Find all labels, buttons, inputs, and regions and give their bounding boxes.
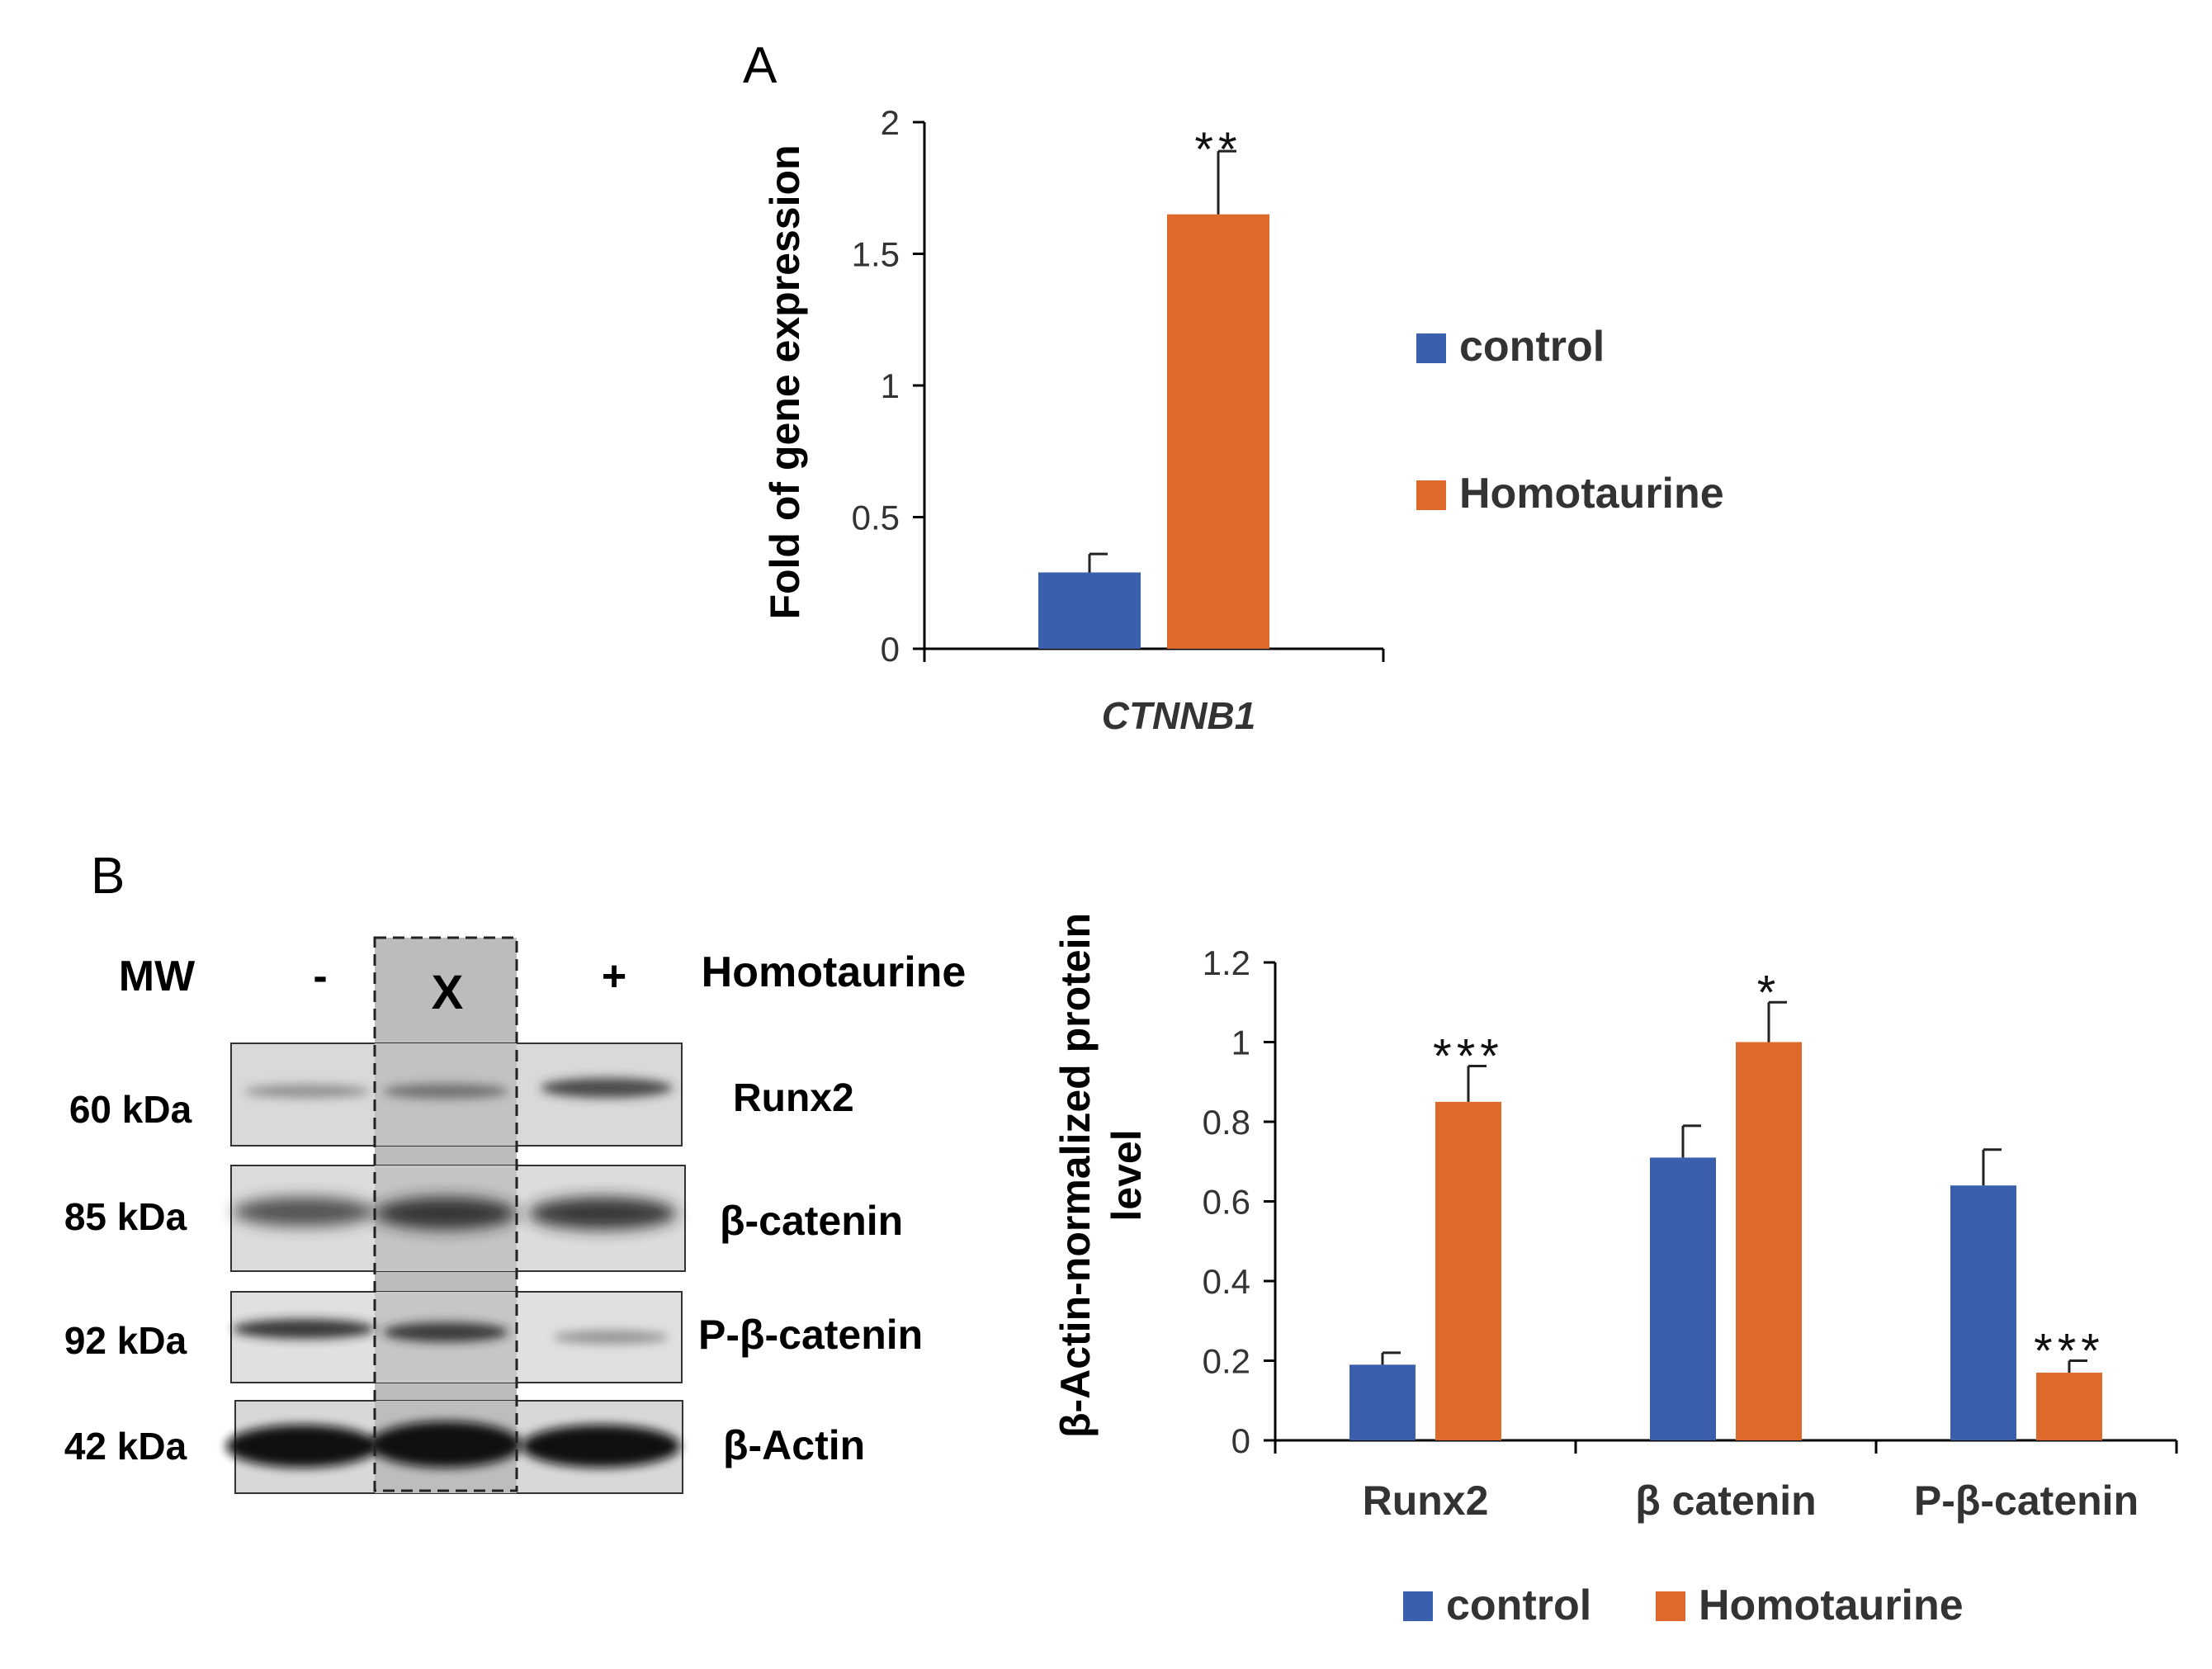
blot-band xyxy=(244,1085,370,1098)
blot-row-beta-actin: 42 kDa β-Actin xyxy=(64,1400,865,1494)
blot-header-treatment: Homotaurine xyxy=(702,948,967,996)
category-label: P-β-catenin xyxy=(1914,1478,2139,1524)
y-tick-label: 2 xyxy=(881,103,900,142)
y-tick-label: 1 xyxy=(881,366,900,405)
panel-b-label: B xyxy=(91,848,125,905)
blot-band xyxy=(541,1078,673,1098)
blot-protein-label: Runx2 xyxy=(733,1076,854,1120)
panel-a-bars xyxy=(1038,149,1269,649)
panel-a-chart: 0 0.5 1 1.5 2 ** Fold of gene expression CTN… xyxy=(762,103,1724,737)
panel-b-ylabel-line1: β-Actin-normalized protein xyxy=(1052,913,1099,1438)
panel-b-category-labels: Runx2 β catenin P-β-catenin xyxy=(1363,1478,2139,1524)
blot-band xyxy=(233,1197,375,1227)
y-tick-label: 1 xyxy=(1231,1024,1250,1062)
y-tick-label: 0 xyxy=(1231,1421,1250,1460)
bar-control-1 xyxy=(1650,1157,1716,1440)
blot-protein-label: β-catenin xyxy=(720,1198,903,1244)
significance-label: *** xyxy=(2034,1325,2105,1378)
y-tick-label: 0.8 xyxy=(1203,1103,1250,1142)
blot-protein-label: β-Actin xyxy=(723,1422,865,1468)
y-tick-label: 0.4 xyxy=(1203,1262,1250,1301)
bar-control-2 xyxy=(1950,1185,2016,1440)
western-blot: MW - X + Homotaurine 60 kDa Runx2 xyxy=(64,936,967,1494)
significance-label: ** xyxy=(1194,123,1241,177)
panel-b-ylabel: β-Actin-normalized protein level xyxy=(1052,913,1150,1438)
blot-weight-label: 92 kDa xyxy=(64,1319,187,1362)
blot-band xyxy=(383,1322,508,1342)
panel-a-label: A xyxy=(743,37,778,94)
y-tick-label: 0.2 xyxy=(1203,1342,1250,1381)
blot-band xyxy=(383,1084,508,1099)
panel-b-axes: 0 0.2 0.4 0.6 0.8 1 1.2 xyxy=(1203,943,2178,1460)
bar-homotaurine-1 xyxy=(1736,1042,1802,1440)
legend-a-homotaurine-swatch xyxy=(1416,480,1446,510)
bar-homotaurine-0 xyxy=(1167,214,1269,649)
blot-header-x: X xyxy=(432,966,464,1019)
blot-row-beta-catenin: 85 kDa β-catenin xyxy=(64,1165,903,1272)
legend-a-control-label: control xyxy=(1459,323,1605,371)
blot-band xyxy=(553,1331,669,1344)
bar-homotaurine-0 xyxy=(1435,1101,1501,1440)
y-tick-label: 0 xyxy=(881,630,900,669)
panel-a-labels: ** xyxy=(1194,123,1241,177)
bar-control-0 xyxy=(1349,1364,1416,1440)
blot-band xyxy=(226,1425,378,1468)
category-label: Runx2 xyxy=(1363,1478,1489,1524)
bar-control-0 xyxy=(1038,572,1141,649)
blot-row-p-beta-catenin: 92 kDa P-β-catenin xyxy=(64,1291,923,1383)
panel-b-ylabel-line2: level xyxy=(1104,1129,1150,1221)
panel-b-chart: 00.20.40.60.811.2 ******* Runx2 β catenin… xyxy=(1052,913,2178,1629)
panel-b-legend: control Homotaurine xyxy=(1403,1582,1964,1629)
blot-weight-label: 60 kDa xyxy=(69,1088,192,1131)
bar-homotaurine-2 xyxy=(2036,1372,2102,1440)
blot-header-minus: - xyxy=(313,953,327,1000)
blot-band xyxy=(528,1197,677,1230)
panel-b-bars xyxy=(1349,1000,2102,1440)
significance-label: *** xyxy=(1433,1029,1504,1083)
blot-highlight-outline xyxy=(373,936,518,1492)
panel-a-legend: control Homotaurine xyxy=(1416,323,1724,518)
legend-a-control-swatch xyxy=(1416,333,1446,363)
y-tick-label: 1.5 xyxy=(852,235,900,274)
panel-a-axes: 0 0.5 1 1.5 2 xyxy=(852,103,1385,669)
blot-protein-label: P-β-catenin xyxy=(698,1312,923,1358)
legend-b-homotaurine-swatch xyxy=(1656,1591,1685,1621)
y-tick-label: 0.6 xyxy=(1203,1183,1250,1222)
significance-label: * xyxy=(1757,966,1781,1019)
blot-header-plus: + xyxy=(602,953,626,1000)
blot-header-mw: MW xyxy=(119,953,196,1000)
legend-b-homotaurine-label: Homotaurine xyxy=(1699,1582,1964,1629)
blot-band xyxy=(375,1197,517,1230)
legend-a-homotaurine-label: Homotaurine xyxy=(1459,470,1724,518)
blot-band xyxy=(522,1425,680,1468)
blot-band xyxy=(370,1421,522,1468)
category-label: β catenin xyxy=(1635,1478,1816,1524)
y-tick-label: 1.2 xyxy=(1203,943,1250,982)
blot-row-runx2: 60 kDa Runx2 xyxy=(69,1043,854,1147)
blot-weight-label: 85 kDa xyxy=(64,1195,187,1238)
blot-weight-label: 42 kDa xyxy=(64,1425,187,1468)
blot-band xyxy=(233,1319,375,1339)
y-tick-label: 0.5 xyxy=(852,499,900,537)
legend-b-control-swatch xyxy=(1403,1591,1433,1621)
panel-a-category-label: CTNNB1 xyxy=(1102,694,1256,737)
panel-a-ylabel: Fold of gene expression xyxy=(762,144,808,619)
panel-b-labels: ******* xyxy=(1433,966,2105,1378)
blot-rows: 60 kDa Runx2 85 kDa β-catenin 92 kDa xyxy=(64,1043,923,1494)
legend-b-control-label: control xyxy=(1446,1582,1591,1629)
